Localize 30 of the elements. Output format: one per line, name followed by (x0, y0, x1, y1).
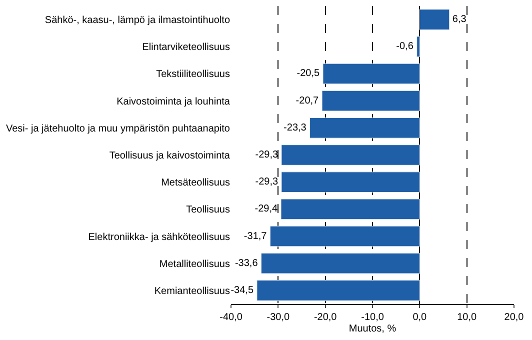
x-axis-title: Muutos, % (348, 324, 396, 334)
y-tick-label: Teollisuus ja kaivostoiminta (109, 150, 230, 162)
y-tick-label: Tekstiiliteollisuus (156, 69, 230, 80)
y-tick-label: Metalliteollisuus (159, 258, 230, 270)
x-tick-label: 0,0 (412, 312, 428, 323)
data-label: -0,6 (396, 41, 414, 52)
y-tick-label: Metsäteollisuus (161, 178, 230, 189)
y-tick-label: Teollisuus (186, 204, 230, 216)
y-tick-label: Vesi- ja jätehuolto ja muu ympäristön puhtaanapito (6, 123, 230, 134)
y-tick-label: Kemianteollisuus (154, 286, 230, 297)
data-label: -34,5 (230, 284, 254, 296)
data-label: 6,3 (452, 14, 467, 26)
data-label: -31,7 (244, 230, 268, 242)
y-tick-label: Elektroniikka- ja sähköteollisuus (88, 232, 230, 243)
x-tick-label: 20,0 (504, 312, 524, 323)
y-tick-label: Kaivostoiminta ja louhinta (116, 96, 230, 108)
y-tick-label: Sähkö-, kaasu-, lämpö ja ilmastointihuolto (44, 15, 230, 26)
data-label: -29,3 (255, 150, 278, 160)
x-tick-label: 10,0 (457, 312, 477, 323)
data-label: -20,5 (296, 68, 320, 80)
y-tick-label: Elintarviketeollisuus (142, 42, 230, 54)
data-label: -33,6 (234, 258, 258, 269)
x-tick-label: -20,0 (314, 312, 338, 323)
data-label: -29,4 (254, 204, 278, 215)
x-tick-label: -30,0 (266, 312, 290, 323)
x-tick-label: -10,0 (361, 312, 384, 323)
x-tick-label: -40,0 (220, 312, 243, 323)
data-label: -23,3 (284, 122, 307, 134)
data-label: -29,3 (255, 176, 278, 188)
data-label: -20,7 (296, 95, 320, 106)
